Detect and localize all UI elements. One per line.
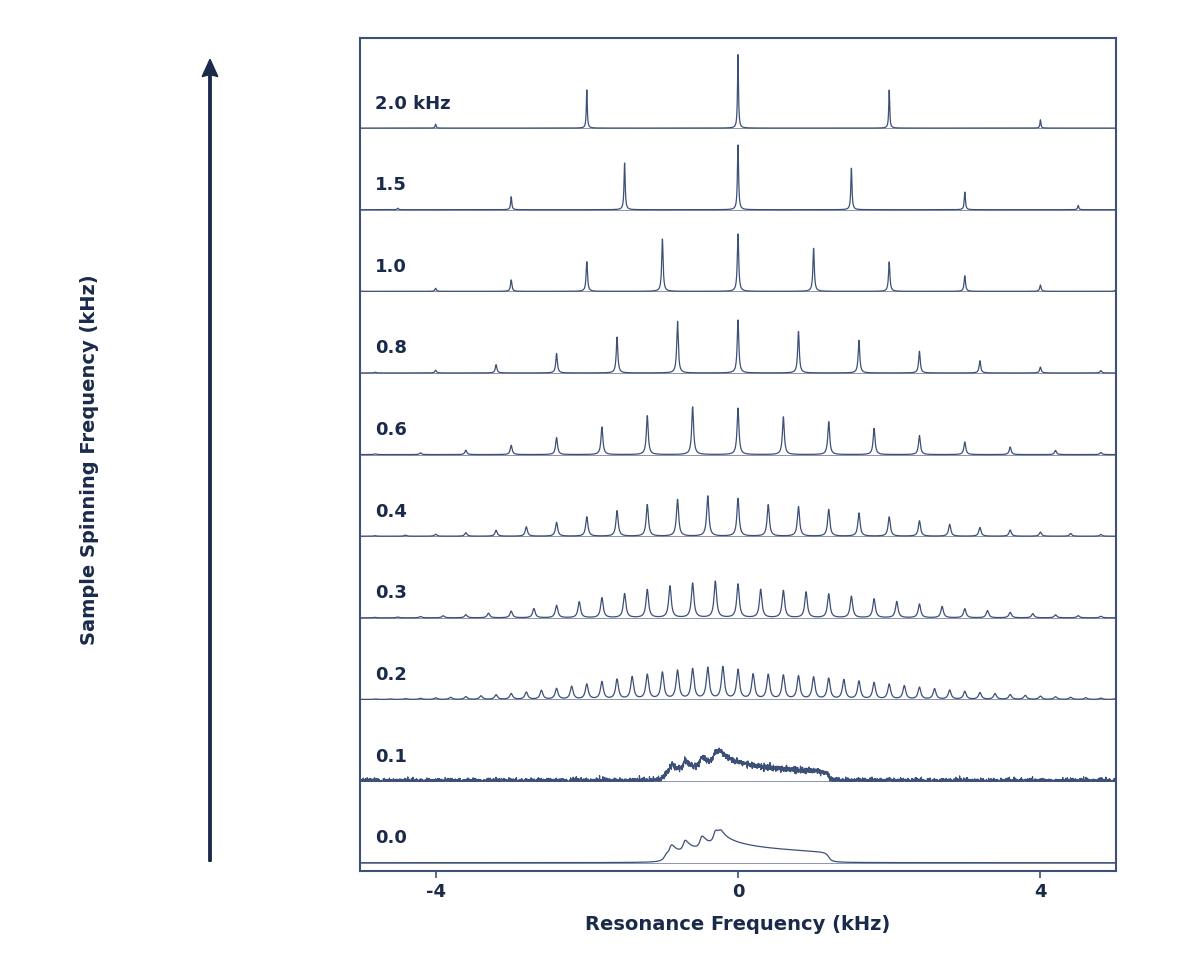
Text: 1.5: 1.5 xyxy=(376,176,407,194)
Text: 2.0 kHz: 2.0 kHz xyxy=(376,95,451,113)
X-axis label: Resonance Frequency (kHz): Resonance Frequency (kHz) xyxy=(586,915,890,934)
Text: 0.8: 0.8 xyxy=(376,340,407,358)
Text: Sample Spinning Frequency (kHz): Sample Spinning Frequency (kHz) xyxy=(80,274,100,645)
Text: 0.6: 0.6 xyxy=(376,421,407,439)
Text: 0.2: 0.2 xyxy=(376,666,407,684)
Text: 0.4: 0.4 xyxy=(376,502,407,521)
Text: 0.1: 0.1 xyxy=(376,747,407,766)
Text: 1.0: 1.0 xyxy=(376,257,407,276)
Text: 0.0: 0.0 xyxy=(376,829,407,847)
Text: 0.3: 0.3 xyxy=(376,585,407,602)
